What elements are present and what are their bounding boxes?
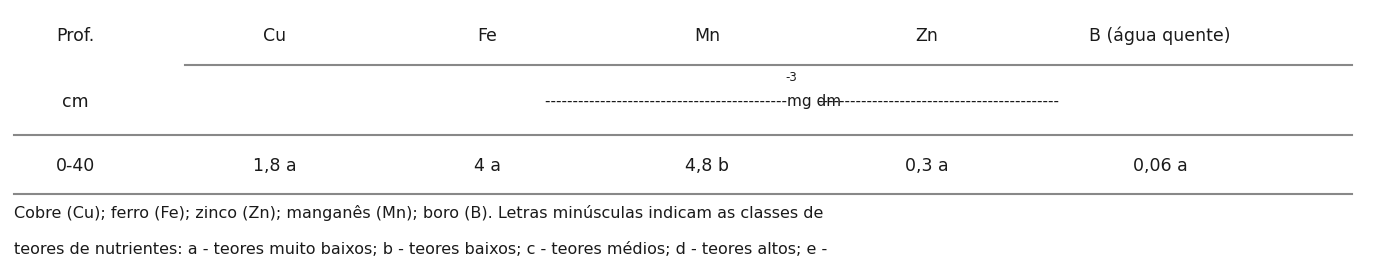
Text: Fe: Fe	[478, 27, 497, 45]
Text: 0,3 a: 0,3 a	[905, 157, 949, 175]
Text: 0,06 a: 0,06 a	[1133, 157, 1188, 175]
Text: -3: -3	[785, 71, 798, 84]
Text: B (água quente): B (água quente)	[1089, 26, 1232, 45]
Text: Cobre (Cu); ferro (Fe); zinco (Zn); manganês (Mn); boro (B). Letras minúsculas i: Cobre (Cu); ferro (Fe); zinco (Zn); mang…	[14, 205, 822, 220]
Text: Mn: Mn	[693, 27, 721, 45]
Text: 4 a: 4 a	[474, 157, 501, 175]
Text: cm: cm	[62, 93, 89, 111]
Text: --------------------------------------------: ----------------------------------------…	[817, 94, 1059, 109]
Text: Zn: Zn	[916, 27, 938, 45]
Text: 4,8 b: 4,8 b	[685, 157, 729, 175]
Text: 0-40: 0-40	[56, 157, 95, 175]
Text: 1,8 a: 1,8 a	[253, 157, 297, 175]
Text: --------------------------------------------mg dm: ----------------------------------------…	[545, 94, 842, 109]
Text: teores de nutrientes: a - teores muito baixos; b - teores baixos; c - teores méd: teores de nutrientes: a - teores muito b…	[14, 242, 827, 257]
Text: Prof.: Prof.	[56, 27, 95, 45]
Text: Cu: Cu	[264, 27, 286, 45]
